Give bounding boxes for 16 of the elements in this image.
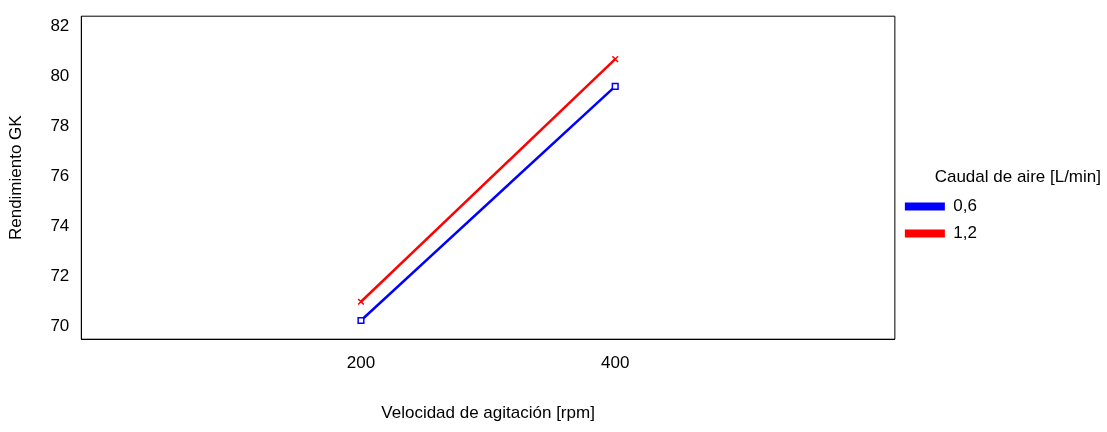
legend-label: 1,2	[953, 223, 978, 243]
point	[611, 82, 619, 90]
y-tick-label: 80	[50, 66, 70, 86]
y-tick-label: 82	[50, 16, 70, 36]
y-tick-label: 76	[50, 165, 70, 185]
legend-title: Caudal de aire [L/min]	[934, 167, 1101, 187]
y-tick-label: 70	[50, 315, 70, 335]
y-tick-label: 78	[50, 115, 70, 135]
x-tick-label: 200	[346, 353, 376, 373]
point	[357, 316, 365, 325]
y-tick-label: 72	[50, 265, 70, 285]
y-tick-label: 74	[50, 215, 70, 235]
y-axis-title: Rendimiento GK	[5, 114, 25, 241]
x-axis-title: Velocidad de agitación [rpm]	[381, 403, 595, 423]
legend-label: 0,6	[953, 196, 978, 216]
x-tick-label: 400	[601, 353, 630, 373]
